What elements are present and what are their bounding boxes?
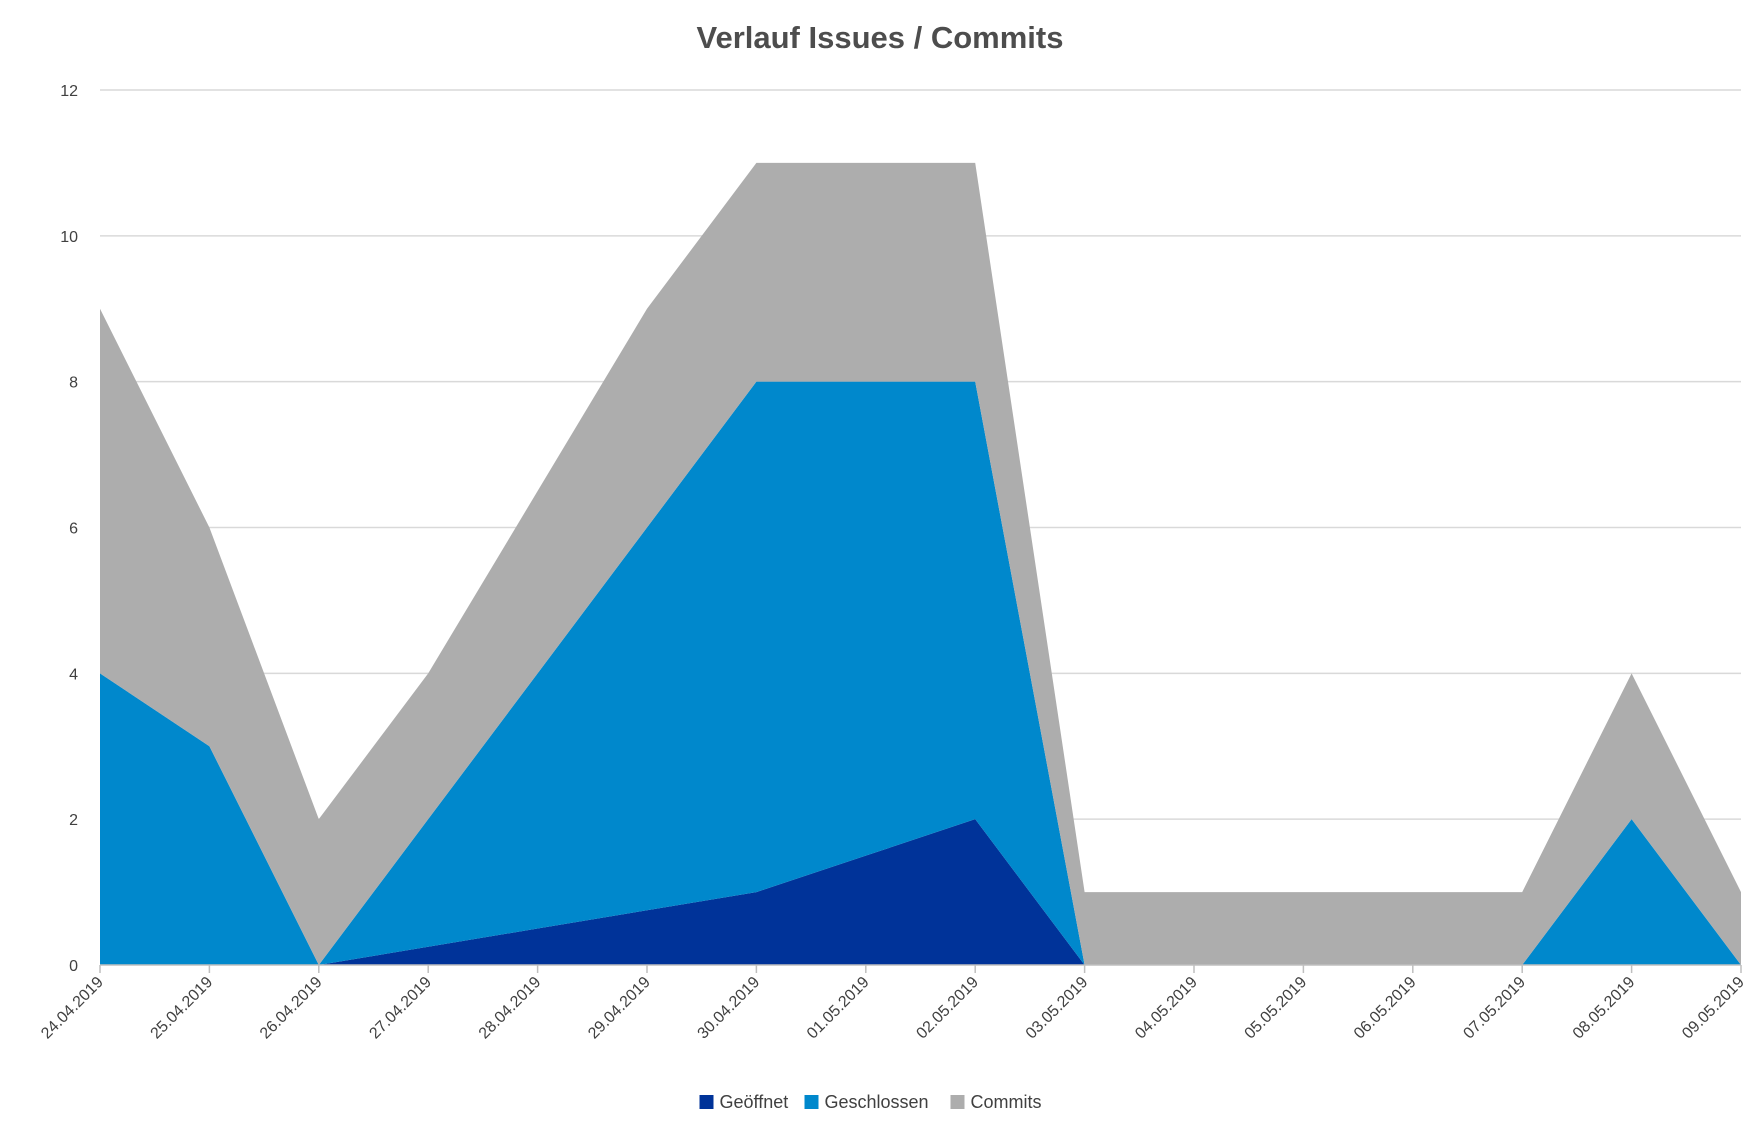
x-tick-label: 30.04.2019	[695, 974, 764, 1043]
x-tick-label: 24.04.2019	[38, 974, 107, 1043]
x-tick-label: 06.05.2019	[1351, 974, 1420, 1043]
legend: Geöffnet Geschlossen Commits	[699, 1092, 1042, 1112]
y-tick-label: 4	[69, 666, 78, 683]
x-tick-label: 01.05.2019	[804, 974, 873, 1043]
legend-label: Geöffnet	[720, 1092, 789, 1112]
legend-swatch	[950, 1095, 965, 1109]
area-commits	[100, 162, 1741, 966]
y-axis-ticks: 0 2 4 6 8 10 12	[60, 83, 78, 975]
x-axis-ticks: 24.04.2019 25.04.2019 26.04.2019 27.04.2019…	[38, 974, 1748, 1043]
x-tick-label: 03.05.2019	[1023, 974, 1092, 1043]
y-tick-label: 12	[60, 83, 78, 100]
x-tick-label: 26.04.2019	[257, 974, 326, 1043]
chart-title: Verlauf Issues / Commits	[697, 20, 1064, 55]
y-tick-label: 0	[69, 958, 78, 975]
legend-label: Geschlossen	[825, 1092, 929, 1112]
y-tick-label: 6	[69, 521, 78, 538]
legend-label: Commits	[971, 1092, 1042, 1112]
x-tick-label: 04.05.2019	[1132, 974, 1201, 1043]
area-ge-ffnet	[100, 819, 1741, 965]
axes	[99, 964, 1742, 973]
x-tick-label: 27.04.2019	[366, 974, 435, 1043]
x-tick-label: 09.05.2019	[1679, 974, 1748, 1043]
legend-swatch	[699, 1095, 714, 1109]
x-tick-label: 07.05.2019	[1460, 974, 1529, 1043]
y-tick-label: 10	[60, 229, 78, 246]
x-tick-label: 29.04.2019	[585, 974, 654, 1043]
x-tick-label: 25.04.2019	[148, 974, 217, 1043]
y-tick-label: 2	[69, 812, 78, 829]
x-tick-label: 08.05.2019	[1570, 974, 1639, 1043]
x-tick-label: 05.05.2019	[1242, 974, 1311, 1043]
area-geschlossen	[100, 381, 1741, 965]
area-series	[100, 162, 1741, 966]
y-tick-label: 8	[69, 375, 78, 392]
x-tick-label: 28.04.2019	[476, 974, 545, 1043]
legend-swatch	[804, 1095, 819, 1109]
x-tick-label: 02.05.2019	[913, 974, 982, 1043]
